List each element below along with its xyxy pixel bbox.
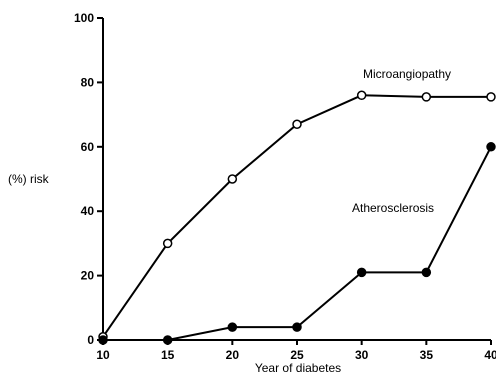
- x-tick-label: 35: [420, 348, 434, 362]
- y-tick-label: 80: [81, 75, 95, 89]
- y-tick-label: 20: [81, 269, 95, 283]
- y-tick-label: 100: [74, 11, 94, 25]
- y-ticks: 0 20 40 60 80 100: [74, 11, 103, 347]
- x-ticks: 10 15 20 25 30 35 40: [96, 340, 496, 362]
- data-point-microangiopathy: [227, 174, 238, 184]
- data-point-microangiopathy: [292, 119, 302, 130]
- x-tick-label: 30: [355, 348, 369, 362]
- data-point-atherosclerosis: [162, 335, 173, 345]
- series-line-atherosclerosis: [103, 146, 492, 341]
- data-point-atherosclerosis: [486, 142, 496, 152]
- data-point-atherosclerosis: [356, 267, 367, 278]
- x-tick-label: 25: [290, 348, 304, 362]
- data-point-atherosclerosis: [421, 267, 432, 278]
- x-axis-label: Year of diabetes: [255, 361, 341, 374]
- x-tick-label: 40: [484, 348, 496, 362]
- data-point-microangiopathy: [162, 238, 173, 249]
- x-tick-label: 15: [161, 348, 175, 362]
- data-point-atherosclerosis: [227, 322, 238, 332]
- y-tick-label: 0: [87, 333, 94, 347]
- x-tick-label: 10: [96, 348, 110, 362]
- series-line-microangiopathy: [102, 94, 491, 338]
- data-point-atherosclerosis: [98, 335, 108, 345]
- series-lines: [102, 94, 492, 341]
- series-points: [98, 90, 496, 345]
- y-axis-label: (%) risk: [8, 172, 50, 186]
- data-point-microangiopathy: [486, 92, 496, 102]
- data-point-atherosclerosis: [292, 322, 302, 332]
- data-point-microangiopathy: [421, 92, 432, 102]
- y-tick-label: 60: [81, 140, 95, 154]
- series-label-microangiopathy: Microangiopathy: [363, 67, 451, 81]
- y-tick-label: 40: [81, 204, 95, 218]
- series-label-atherosclerosis: Atherosclerosis: [352, 201, 434, 215]
- data-point-microangiopathy: [356, 90, 367, 101]
- x-tick-label: 20: [226, 348, 240, 362]
